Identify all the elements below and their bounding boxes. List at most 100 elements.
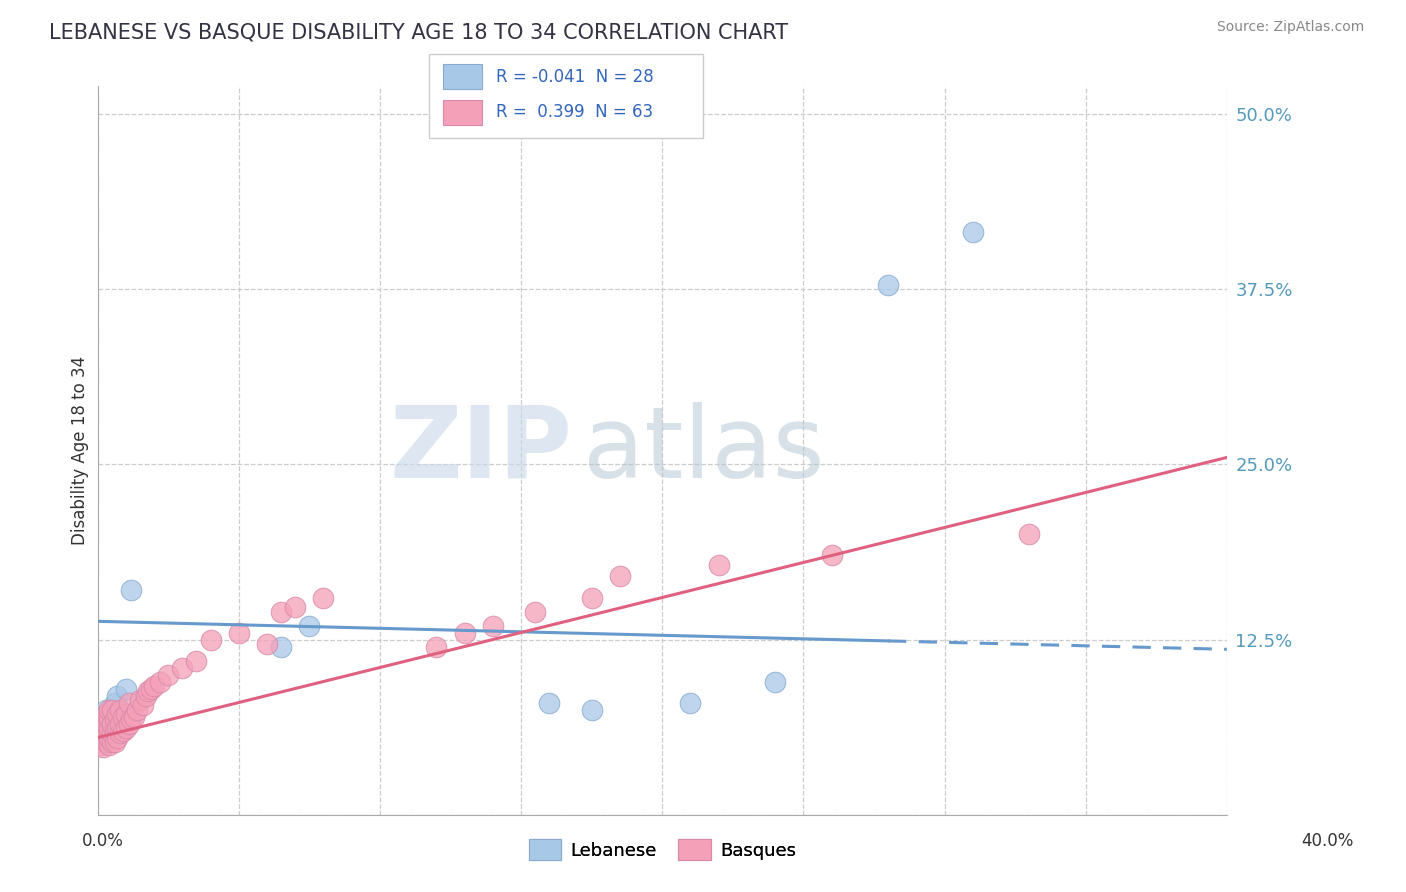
Point bbox=[103, 735, 125, 749]
Text: ZIP: ZIP bbox=[389, 402, 572, 499]
Point bbox=[482, 618, 505, 632]
Point bbox=[120, 583, 142, 598]
Point bbox=[89, 726, 111, 740]
Point bbox=[100, 735, 122, 749]
Point bbox=[453, 625, 475, 640]
Point bbox=[105, 689, 128, 703]
Text: 0.0%: 0.0% bbox=[82, 831, 124, 849]
Point bbox=[108, 702, 131, 716]
Text: Source: ZipAtlas.com: Source: ZipAtlas.com bbox=[1216, 20, 1364, 34]
Text: R =  0.399  N = 63: R = 0.399 N = 63 bbox=[496, 103, 654, 121]
Point bbox=[186, 653, 208, 667]
Point bbox=[97, 738, 120, 752]
Point bbox=[94, 712, 117, 726]
Point bbox=[97, 723, 120, 738]
Point bbox=[114, 681, 136, 696]
Point bbox=[200, 632, 222, 647]
Y-axis label: Disability Age 18 to 34: Disability Age 18 to 34 bbox=[72, 356, 89, 545]
Point bbox=[117, 696, 139, 710]
Point bbox=[105, 706, 128, 721]
Point bbox=[94, 716, 117, 731]
Text: atlas: atlas bbox=[583, 402, 825, 499]
Point bbox=[172, 660, 194, 674]
Point bbox=[149, 674, 172, 689]
Point bbox=[91, 712, 114, 726]
Point bbox=[100, 716, 122, 731]
Text: R = -0.041  N = 28: R = -0.041 N = 28 bbox=[496, 68, 654, 86]
Point bbox=[141, 681, 163, 696]
Point bbox=[91, 721, 114, 735]
Point bbox=[135, 689, 157, 703]
Point bbox=[97, 716, 120, 731]
Point bbox=[97, 702, 120, 716]
Point bbox=[97, 706, 120, 721]
Point bbox=[138, 684, 160, 698]
Point bbox=[284, 600, 307, 615]
Point bbox=[108, 723, 131, 738]
Point bbox=[256, 637, 278, 651]
Text: 40.0%: 40.0% bbox=[1301, 831, 1354, 849]
Point bbox=[97, 731, 120, 745]
Point bbox=[117, 716, 139, 731]
Point bbox=[89, 731, 111, 745]
Point bbox=[581, 591, 603, 605]
Point bbox=[877, 278, 900, 293]
Point bbox=[94, 735, 117, 749]
Point bbox=[763, 674, 786, 689]
Point bbox=[124, 709, 146, 723]
Point bbox=[538, 696, 561, 710]
Point bbox=[114, 721, 136, 735]
Point bbox=[100, 726, 122, 740]
Point bbox=[270, 640, 292, 654]
Point bbox=[89, 721, 111, 735]
Point bbox=[94, 706, 117, 721]
Point bbox=[91, 709, 114, 723]
Point bbox=[114, 706, 136, 721]
Point bbox=[111, 709, 134, 723]
Point bbox=[129, 692, 152, 706]
Point bbox=[103, 696, 125, 710]
Point bbox=[94, 726, 117, 740]
Point bbox=[105, 721, 128, 735]
Point bbox=[103, 712, 125, 726]
Point bbox=[105, 731, 128, 745]
Point bbox=[100, 726, 122, 740]
Point bbox=[609, 569, 631, 583]
Point bbox=[91, 740, 114, 755]
Point bbox=[157, 667, 180, 681]
Point bbox=[94, 702, 117, 716]
Point bbox=[312, 591, 335, 605]
Point bbox=[97, 721, 120, 735]
Point bbox=[127, 702, 149, 716]
Point bbox=[89, 738, 111, 752]
Point bbox=[111, 723, 134, 738]
Point bbox=[97, 712, 120, 726]
Point bbox=[91, 731, 114, 745]
Point bbox=[120, 712, 142, 726]
Point bbox=[707, 558, 730, 573]
Point bbox=[100, 716, 122, 731]
Point bbox=[1018, 527, 1040, 541]
Legend: Lebanese, Basques: Lebanese, Basques bbox=[522, 832, 803, 867]
Point bbox=[103, 723, 125, 738]
Point bbox=[91, 716, 114, 731]
Point bbox=[89, 723, 111, 738]
Point bbox=[425, 640, 447, 654]
Point bbox=[581, 702, 603, 716]
Point bbox=[91, 731, 114, 745]
Point bbox=[94, 721, 117, 735]
Point bbox=[270, 605, 292, 619]
Point bbox=[143, 679, 166, 693]
Point bbox=[108, 716, 131, 731]
Point bbox=[298, 618, 321, 632]
Point bbox=[108, 726, 131, 740]
Point bbox=[100, 702, 122, 716]
Point bbox=[228, 625, 250, 640]
Point bbox=[132, 698, 155, 713]
Point bbox=[94, 726, 117, 740]
Point bbox=[91, 723, 114, 738]
Point bbox=[962, 225, 984, 239]
Point bbox=[524, 605, 547, 619]
Text: LEBANESE VS BASQUE DISABILITY AGE 18 TO 34 CORRELATION CHART: LEBANESE VS BASQUE DISABILITY AGE 18 TO … bbox=[49, 22, 789, 42]
Point bbox=[679, 696, 702, 710]
